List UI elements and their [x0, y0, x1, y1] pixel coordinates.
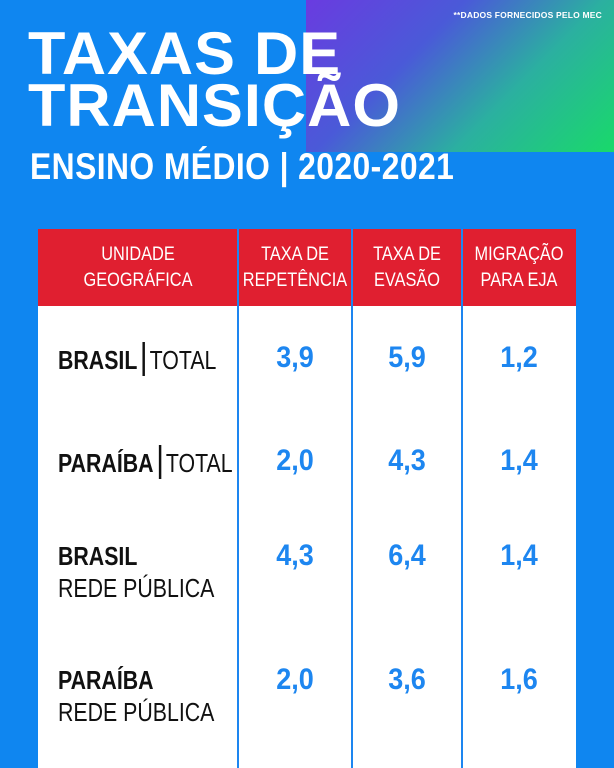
page-subtitle: ENSINO MÉDIO | 2020-2021 — [30, 146, 455, 187]
header-unidade-geografica: UNIDADE GEOGRÁFICA — [83, 243, 193, 291]
header-taxa-evasao: TAXA DE EVASÃO — [373, 243, 441, 291]
row-label: PARAÍBA TOTAL — [58, 445, 233, 479]
value-evasao: 5,9 — [388, 341, 426, 374]
row-label: BRASIL REDE PÚBLICA — [58, 541, 215, 603]
value-repetencia: 2,0 — [276, 444, 314, 477]
column-divider — [237, 229, 239, 768]
table-row: BRASIL TOTAL 3,9 5,9 1,2 — [38, 342, 576, 432]
source-note: **DADOS FORNECIDOS PELO MEC — [453, 10, 602, 20]
value-repetencia: 3,9 — [276, 341, 314, 374]
value-migracao-eja: 1,4 — [500, 539, 538, 572]
value-migracao-eja: 1,6 — [500, 663, 538, 696]
row-label: PARAÍBA REDE PÚBLICA — [58, 665, 215, 727]
title-line-1: TAXAS DE — [28, 20, 342, 87]
value-evasao: 6,4 — [388, 539, 426, 572]
column-divider — [461, 229, 463, 768]
table-header: UNIDADE GEOGRÁFICA TAXA DE REPETÊNCIA TAXA… — [38, 229, 576, 306]
table-row: BRASIL REDE PÚBLICA 4,3 6,4 1,4 — [38, 540, 576, 630]
table-row: PARAÍBA REDE PÚBLICA 2,0 3,6 1,6 — [38, 664, 576, 754]
value-evasao: 3,6 — [388, 663, 426, 696]
row-label: BRASIL TOTAL — [58, 342, 216, 376]
value-repetencia: 4,3 — [276, 539, 314, 572]
column-divider — [351, 229, 353, 768]
transition-rates-table: UNIDADE GEOGRÁFICA TAXA DE REPETÊNCIA TAXA… — [38, 229, 576, 768]
header-migracao-eja: MIGRAÇÃO PARA EJA — [474, 243, 564, 291]
title-line-2: TRANSIÇÃO — [28, 72, 401, 139]
value-evasao: 4,3 — [388, 444, 426, 477]
value-migracao-eja: 1,2 — [500, 341, 538, 374]
gradient-corner — [306, 0, 614, 152]
table-row: PARAÍBA TOTAL 2,0 4,3 1,4 — [38, 445, 576, 535]
value-migracao-eja: 1,4 — [500, 444, 538, 477]
header-taxa-repetencia: TAXA DE REPETÊNCIA — [242, 243, 348, 291]
page-title: TAXAS DE TRANSIÇÃO — [28, 24, 401, 136]
value-repetencia: 2,0 — [276, 663, 314, 696]
